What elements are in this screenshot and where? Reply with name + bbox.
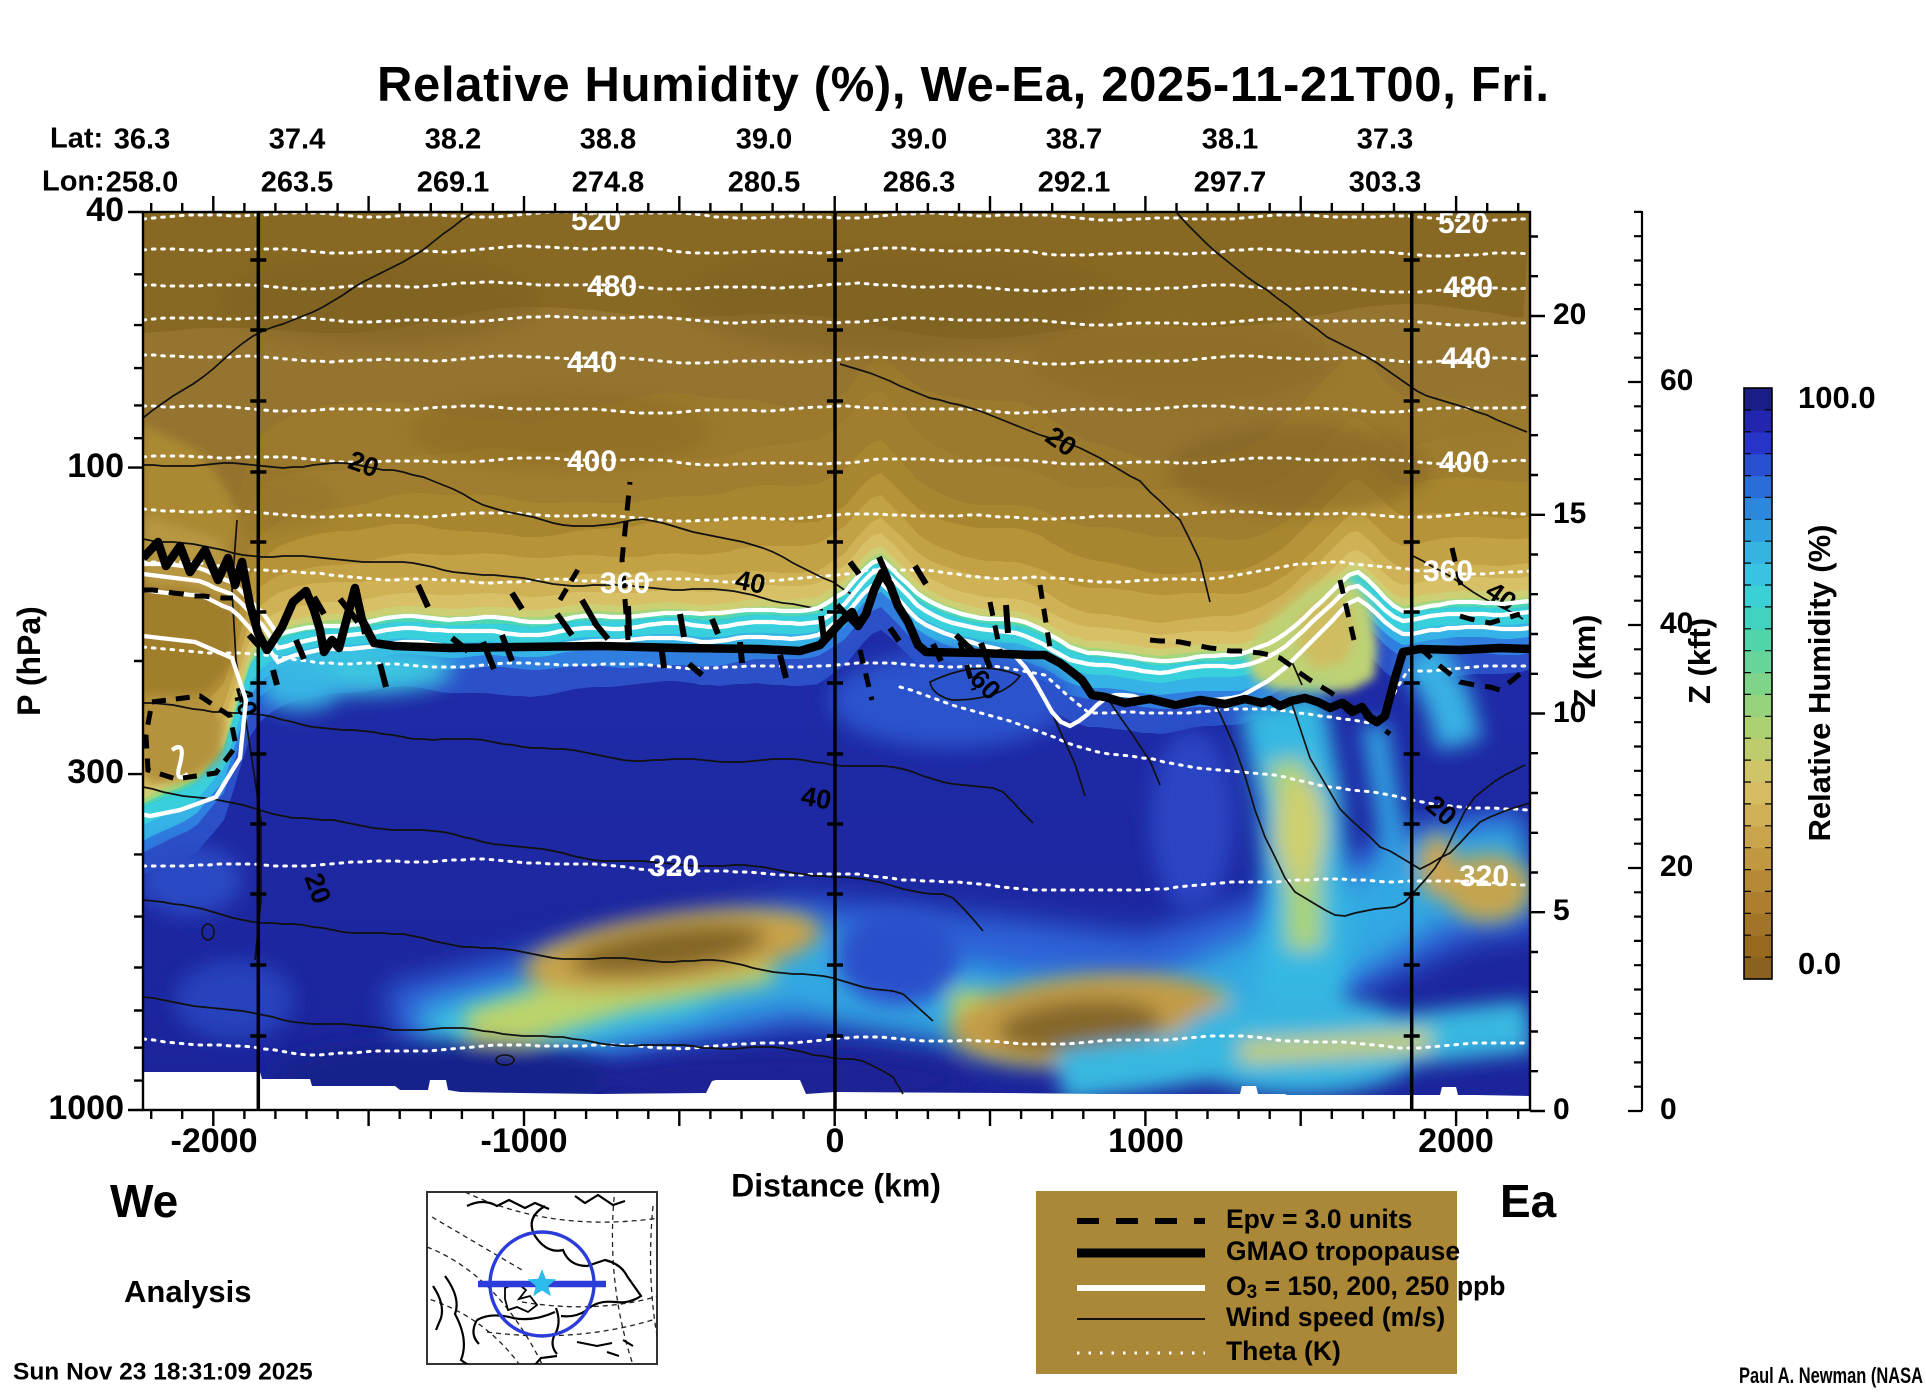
svg-text:38.2: 38.2 — [425, 124, 481, 156]
svg-text:Distance (km): Distance (km) — [731, 1167, 941, 1203]
svg-text:-2000: -2000 — [171, 1122, 258, 1160]
svg-text:38.8: 38.8 — [580, 124, 636, 156]
svg-text:38.7: 38.7 — [1046, 124, 1102, 156]
svg-text:37.4: 37.4 — [269, 124, 325, 156]
svg-text:100: 100 — [67, 447, 124, 485]
svg-text:40: 40 — [799, 781, 834, 816]
svg-text:1000: 1000 — [48, 1089, 124, 1127]
svg-text:Lon:: Lon: — [42, 166, 105, 198]
svg-text:Analysis: Analysis — [124, 1274, 252, 1309]
svg-text:15: 15 — [1553, 497, 1586, 530]
svg-text:320: 320 — [649, 850, 699, 883]
svg-text:0: 0 — [1553, 1093, 1570, 1126]
svg-text:480: 480 — [587, 270, 637, 303]
svg-text:-1000: -1000 — [481, 1122, 568, 1160]
svg-text:Z (kft): Z (kft) — [1682, 618, 1717, 704]
svg-text:320: 320 — [1459, 860, 1509, 893]
svg-text:40: 40 — [86, 191, 124, 229]
svg-text:60: 60 — [1660, 364, 1693, 397]
svg-text:100.0: 100.0 — [1798, 380, 1876, 415]
svg-text:GMAO tropopause: GMAO tropopause — [1226, 1236, 1460, 1266]
svg-text:36.3: 36.3 — [114, 124, 170, 156]
svg-text:1000: 1000 — [1108, 1122, 1184, 1160]
svg-text:39.0: 39.0 — [736, 124, 792, 156]
svg-text:40: 40 — [733, 564, 769, 600]
svg-text:We: We — [110, 1175, 178, 1227]
svg-text:440: 440 — [567, 346, 617, 379]
svg-text:Sun Nov 23 18:31:09 2025: Sun Nov 23 18:31:09 2025 — [13, 1358, 313, 1385]
svg-text:Relative Humidity (%): Relative Humidity (%) — [1802, 525, 1837, 842]
svg-text:297.7: 297.7 — [1194, 167, 1267, 199]
svg-text:360: 360 — [1423, 555, 1473, 588]
svg-text:480: 480 — [1443, 271, 1493, 304]
svg-text:263.5: 263.5 — [261, 167, 334, 199]
svg-text:303.3: 303.3 — [1349, 167, 1422, 199]
svg-text:274.8: 274.8 — [572, 167, 645, 199]
svg-text:5: 5 — [1553, 894, 1570, 927]
svg-text:300: 300 — [67, 753, 124, 791]
svg-text:292.1: 292.1 — [1038, 167, 1111, 199]
svg-text:Lat:: Lat: — [50, 123, 103, 155]
svg-text:39.0: 39.0 — [891, 124, 947, 156]
svg-text:Relative Humidity (%), We-Ea,: Relative Humidity (%), We-Ea, 2025-11-21… — [377, 58, 1549, 112]
svg-text:P (hPa): P (hPa) — [11, 606, 47, 716]
svg-text:Epv = 3.0 units: Epv = 3.0 units — [1226, 1204, 1412, 1234]
svg-text:360: 360 — [600, 567, 650, 600]
svg-text:20: 20 — [1660, 850, 1693, 883]
svg-text:440: 440 — [1441, 342, 1491, 375]
svg-text:10: 10 — [1553, 696, 1586, 729]
svg-text:40: 40 — [1660, 607, 1693, 640]
svg-text:20: 20 — [1553, 298, 1586, 331]
svg-text:Z (km): Z (km) — [1567, 615, 1602, 708]
svg-text:0.0: 0.0 — [1798, 946, 1841, 981]
svg-text:400: 400 — [1439, 446, 1489, 479]
svg-text:Ea: Ea — [1500, 1175, 1557, 1227]
svg-text:37.3: 37.3 — [1357, 124, 1413, 156]
svg-text:2000: 2000 — [1418, 1122, 1494, 1160]
svg-text:Paul A. Newman (NASA: Paul A. Newman (NASA — [1739, 1363, 1923, 1388]
svg-text:286.3: 286.3 — [883, 167, 956, 199]
svg-text:269.1: 269.1 — [417, 167, 490, 199]
svg-text:520: 520 — [571, 204, 621, 237]
svg-text:0: 0 — [826, 1122, 845, 1160]
svg-text:Wind speed (m/s): Wind speed (m/s) — [1226, 1302, 1445, 1332]
svg-text:280.5: 280.5 — [728, 167, 801, 199]
svg-text:400: 400 — [567, 445, 617, 478]
svg-text:258.0: 258.0 — [106, 167, 179, 199]
svg-text:520: 520 — [1438, 207, 1488, 240]
svg-text:O3 = 150, 200, 250 ppb: O3 = 150, 200, 250 ppb — [1226, 1271, 1505, 1303]
svg-text:Theta (K): Theta (K) — [1226, 1336, 1341, 1366]
svg-text:38.1: 38.1 — [1202, 124, 1258, 156]
svg-text:0: 0 — [1660, 1093, 1677, 1126]
